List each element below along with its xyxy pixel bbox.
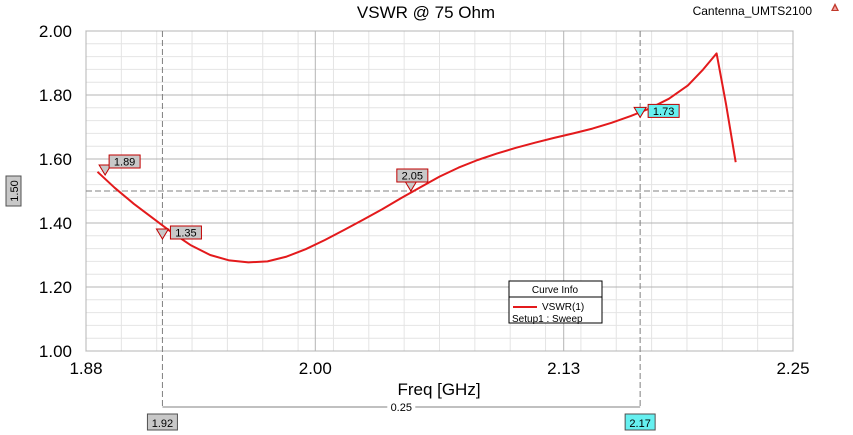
marker-label: 2.05 (402, 171, 423, 183)
delta-label-bg (387, 400, 416, 413)
y-tick-label: 1.80 (39, 86, 72, 105)
legend-series-name: VSWR(1) (542, 302, 584, 313)
marker-labels: 1.89 1.35 2.05 1.73 (98, 103, 680, 240)
x-tick-label: 2.25 (776, 359, 809, 378)
marker-2: 1.35 (155, 225, 202, 240)
y-tick-label: 1.60 (39, 150, 72, 169)
legend-setup: Setup1 : Sweep (512, 314, 583, 325)
vertical-marker-labels[interactable]: 1.92 2.17 (146, 413, 656, 431)
marker-label-box (169, 225, 202, 240)
legend[interactable]: Curve Info VSWR(1) Setup1 : Sweep (508, 280, 603, 325)
x-axis-label: Freq [GHz] (397, 380, 480, 399)
x-tick-label: 1.88 (69, 359, 102, 378)
horizontal-marker-box (5, 175, 22, 207)
marker-label: 1.35 (175, 228, 196, 240)
marker-label: 1.89 (114, 157, 135, 169)
y-tick-labels: 1.00 1.20 1.40 1.60 1.80 2.00 (39, 22, 72, 361)
x-tick-label: 2.00 (299, 359, 332, 378)
y-tick-label: 1.40 (39, 214, 72, 233)
design-name: Cantenna_UMTS2100 (693, 4, 813, 18)
y-tick-label: 1.20 (39, 278, 72, 297)
horizontal-marker-label: 1.50 (9, 180, 21, 201)
marker-label-box (108, 154, 141, 169)
marker-label-box (396, 168, 429, 183)
marker-lines (86, 31, 793, 406)
marker-label-box (647, 103, 680, 118)
ansys-logo-icon (831, 3, 839, 11)
marker-triangle (98, 164, 112, 176)
y-tick-label: 2.00 (39, 22, 72, 41)
chart-title: VSWR @ 75 Ohm (357, 3, 495, 22)
legend-title: Curve Info (532, 285, 579, 296)
x-tick-label: 2.13 (547, 359, 580, 378)
delta-bar: 0.25 (162, 400, 641, 414)
delta-label: 0.25 (391, 402, 412, 414)
marker-label: 1.73 (653, 106, 674, 118)
vertical-marker-box (146, 413, 178, 431)
marker-4: 1.73 (633, 103, 680, 119)
marker-3: 2.05 (396, 168, 429, 192)
marker-triangle (155, 228, 170, 240)
vertical-marker-label: 2.17 (629, 418, 650, 430)
marker-triangle (633, 106, 648, 119)
horizontal-marker[interactable]: 1.50 (5, 175, 22, 207)
y-tick-label: 1.00 (39, 342, 72, 361)
vertical-marker-box (624, 413, 656, 431)
marker-1: 1.89 (98, 154, 141, 176)
x-tick-labels: 1.88 2.00 2.13 2.25 (69, 359, 809, 378)
vertical-marker-label: 1.92 (152, 418, 173, 430)
